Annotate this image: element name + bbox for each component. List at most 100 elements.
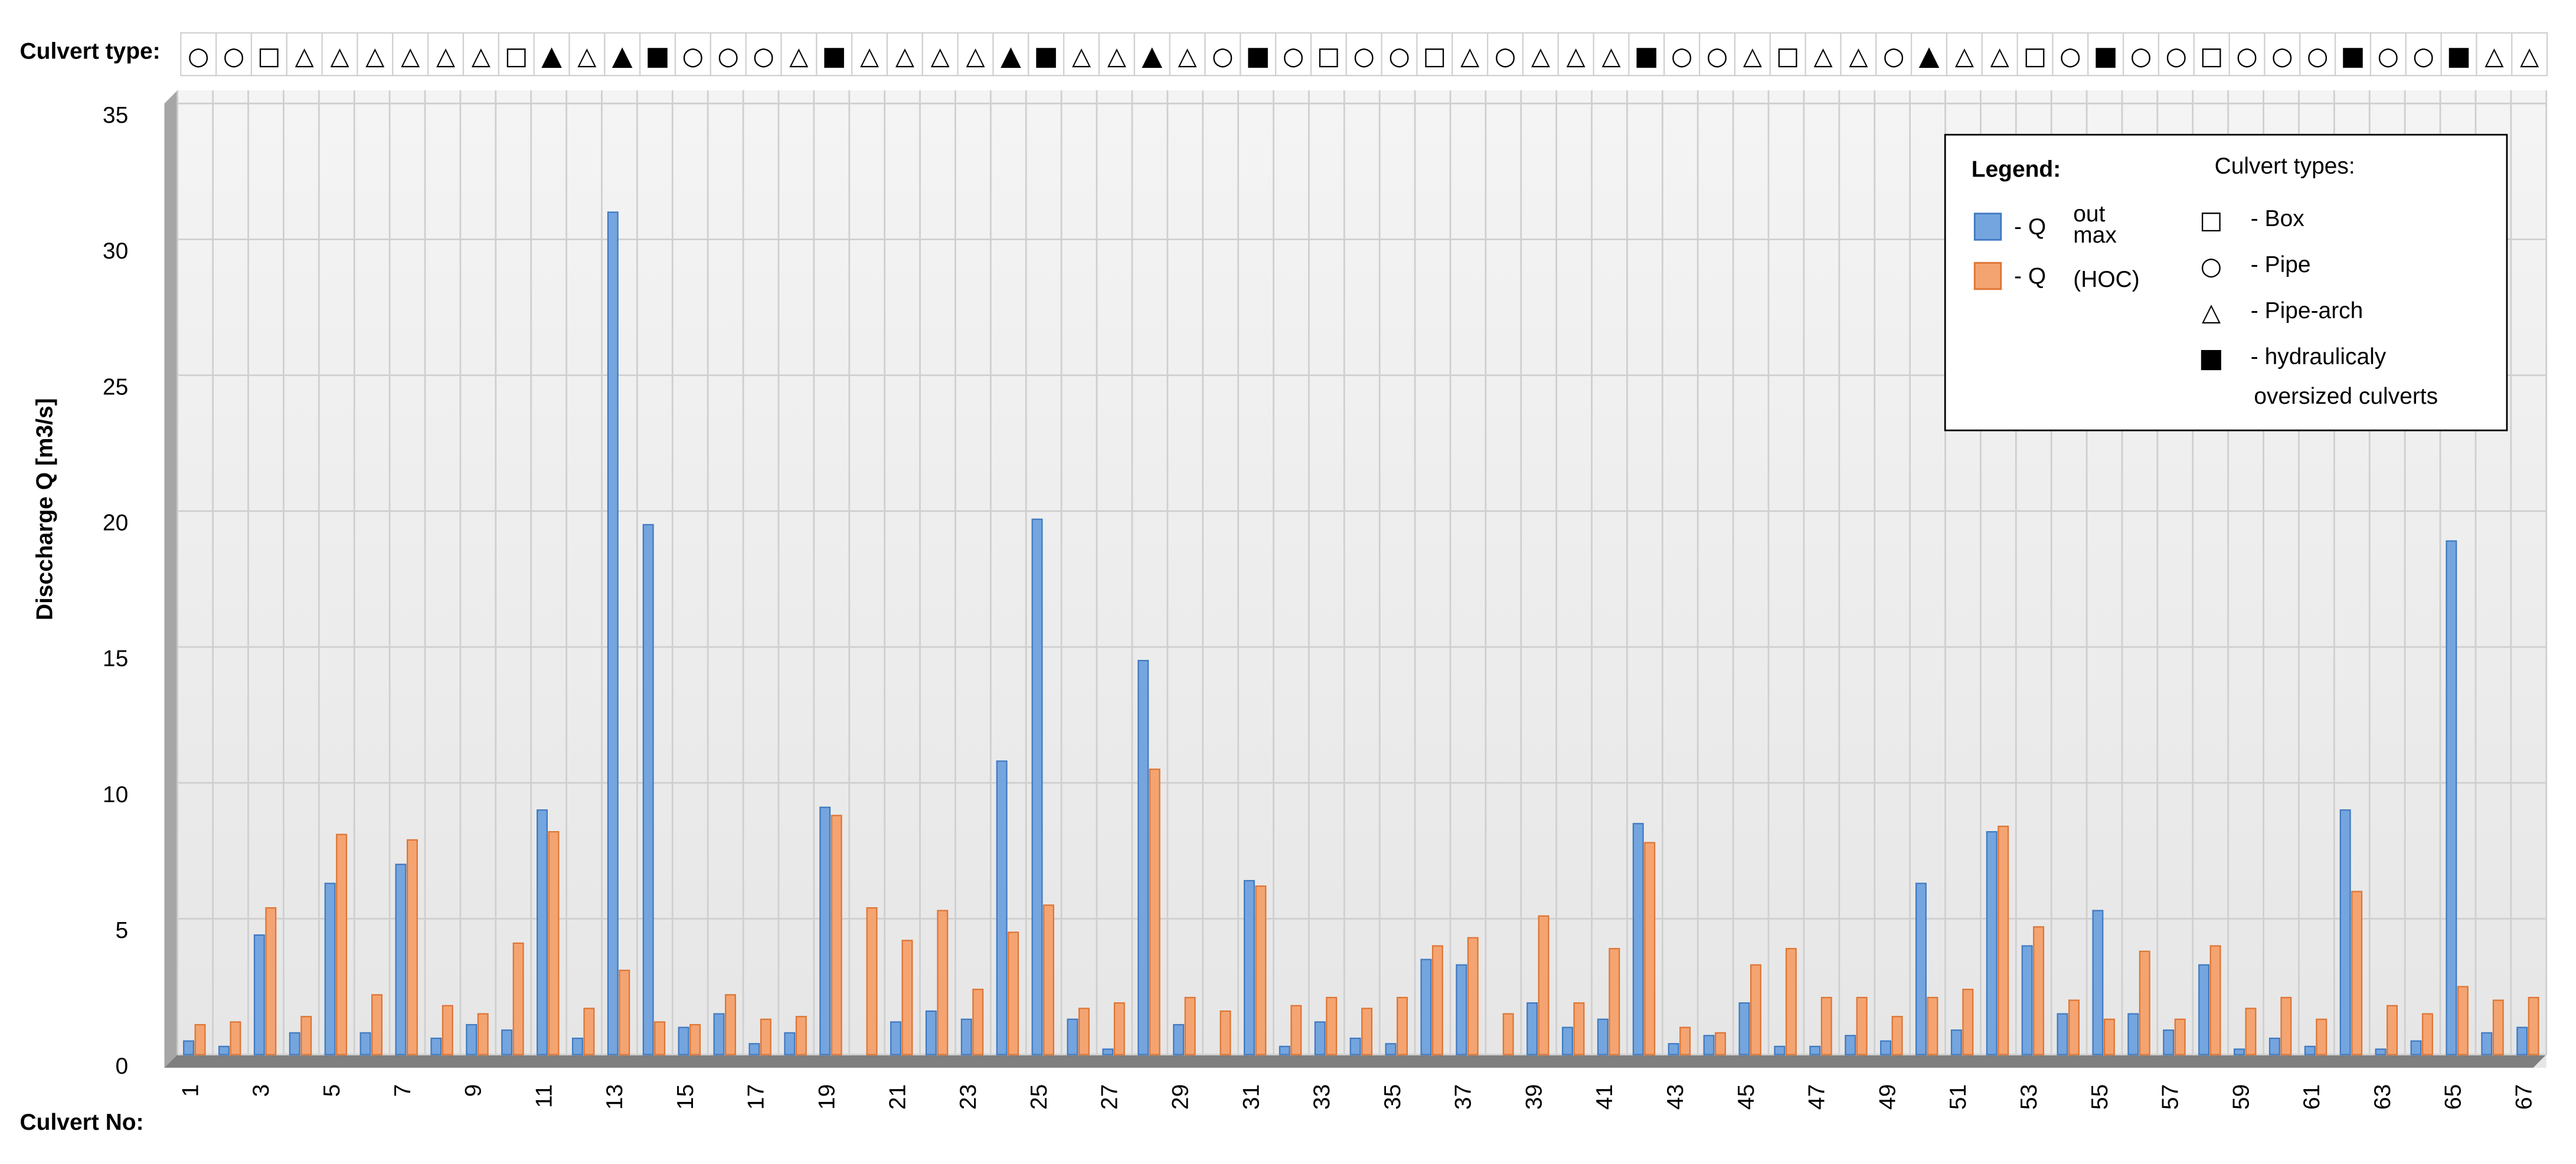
bar [2421, 1013, 2433, 1055]
culvert-type-symbol: △ [1849, 41, 1868, 70]
type-cell [816, 32, 853, 77]
bar [1927, 996, 1938, 1055]
legend-type-symbol: ○ [2201, 251, 2222, 280]
floor [164, 1054, 2546, 1068]
x-tick-label: 47 [1804, 1084, 1830, 1110]
culvert-type-symbol: ○ [2413, 41, 2434, 70]
x-tick-label: 27 [1097, 1084, 1123, 1110]
type-cell [780, 32, 818, 77]
bar [2245, 1008, 2257, 1055]
bar [937, 910, 949, 1055]
type-cell [1628, 32, 1665, 77]
bar [1632, 823, 1644, 1055]
bar [1668, 1043, 1679, 1055]
type-cell [533, 32, 570, 77]
bar [1715, 1032, 1727, 1055]
culvert-type-symbol: ○ [682, 41, 704, 70]
bar [2174, 1018, 2186, 1055]
type-cell [2157, 32, 2195, 77]
y-tick-label: 25 [103, 374, 128, 400]
x-tick-label: 31 [1238, 1084, 1264, 1110]
bar [831, 815, 842, 1055]
bar [1856, 996, 1868, 1055]
bar [1067, 1018, 1078, 1055]
legend-type-label: - Box [2251, 206, 2304, 231]
legend-type-symbol: □ [2199, 205, 2222, 234]
legend-label-sub: (HOC) [2073, 267, 2140, 292]
type-cell [2016, 32, 2054, 77]
bar [996, 760, 1008, 1055]
legend-type-label: - hydraulicaly [2251, 344, 2387, 370]
bar [300, 1016, 312, 1055]
y-tick-label: 35 [103, 103, 128, 128]
legend-label: - Q [2014, 214, 2046, 240]
bar [537, 809, 548, 1055]
bar [1609, 947, 1620, 1055]
bar [1750, 964, 1761, 1055]
culvert-type-symbol: △ [577, 41, 596, 70]
x-tick-label: 5 [319, 1084, 345, 1097]
culvert-type-symbol: △ [1743, 41, 1762, 70]
bar [901, 940, 913, 1055]
type-cell [215, 32, 253, 77]
type-cell [2405, 32, 2442, 77]
legend-type-symbol: △ [2202, 297, 2221, 326]
x-tick-label: 23 [956, 1084, 981, 1110]
culvert-type-symbol: ○ [1354, 41, 1375, 70]
culvert-type-symbol: ○ [1212, 41, 1233, 70]
culvert-type-symbol: □ [2200, 41, 2223, 70]
bar [2375, 1048, 2387, 1055]
bar [1915, 882, 1927, 1055]
bar [1137, 659, 1149, 1055]
bar [1326, 996, 1338, 1055]
y-tick-label: 20 [103, 510, 128, 535]
type-cell [710, 32, 747, 77]
bar [512, 942, 524, 1055]
x-tick-label: 37 [1451, 1084, 1476, 1110]
bar [1420, 959, 1432, 1055]
type-cell [851, 32, 888, 77]
culvert-type-symbol: △ [1955, 41, 1974, 70]
culvert-type-symbol: ○ [2130, 41, 2152, 70]
x-tick-label: 11 [531, 1084, 557, 1108]
x-tick-label: 61 [2299, 1084, 2325, 1110]
type-cell [2123, 32, 2160, 77]
bar [2492, 999, 2504, 1055]
bar [1431, 945, 1443, 1055]
bar [2103, 1018, 2115, 1055]
legend-label-sub: max [2073, 223, 2117, 248]
culvert-type-symbol: ■ [2447, 41, 2470, 70]
type-cell [462, 32, 499, 77]
bar [1573, 1002, 1585, 1055]
type-cell [357, 32, 394, 77]
bar [2316, 1018, 2327, 1055]
x-tick-label: 17 [744, 1084, 769, 1110]
bar [2481, 1032, 2493, 1055]
culvert-type-symbol: ▲ [1920, 41, 1938, 70]
culvert-type-symbol: ○ [1671, 41, 1692, 70]
x-tick-label: 25 [1027, 1084, 1052, 1110]
legend-label-sup: out [2073, 201, 2105, 227]
bar [724, 994, 736, 1055]
bar [1502, 1013, 1514, 1055]
bar [2033, 926, 2045, 1055]
type-cell [1522, 32, 1559, 77]
bar [1703, 1035, 1715, 1055]
type-cell [745, 32, 782, 77]
legend-type-label: - Pipe-arch [2251, 298, 2363, 323]
x-tick-label: 1 [178, 1084, 203, 1097]
x-tick-label: 43 [1663, 1084, 1688, 1110]
legend-title: Legend: [1972, 157, 2061, 182]
bar [1078, 1008, 1090, 1055]
x-tick-label: 57 [2158, 1084, 2183, 1110]
type-cell [1734, 32, 1771, 77]
bar [2198, 964, 2210, 1055]
bar [2528, 996, 2539, 1055]
type-cell [321, 32, 358, 77]
bar [2021, 945, 2033, 1055]
culvert-type-symbol: △ [789, 41, 808, 70]
bar [194, 1024, 206, 1055]
culvert-type-symbol: △ [1531, 41, 1550, 70]
